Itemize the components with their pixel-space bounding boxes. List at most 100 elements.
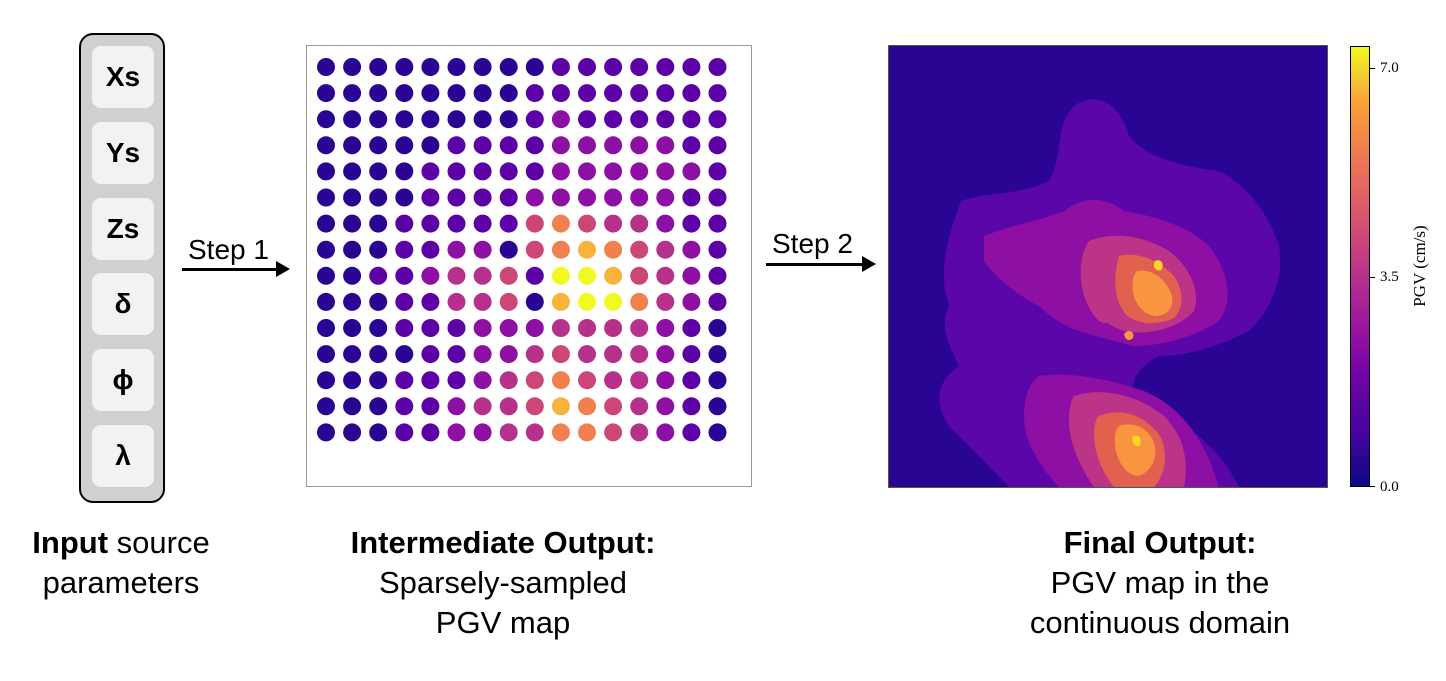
pgv-sample-dot [578,397,596,416]
pgv-sample-dot [604,188,623,207]
param-zs: Zs [92,198,154,260]
pgv-sample-dot [682,110,701,129]
pgv-sample-dot [421,58,440,76]
pgv-sample-dot [630,110,649,129]
pgv-sample-dot [630,58,649,76]
pgv-sample-dot [682,345,701,364]
pgv-sample-dot [682,266,701,285]
pgv-sample-dot [499,371,518,390]
pgv-sample-dot [473,58,492,76]
pgv-sample-dot [447,423,466,442]
colorbar-title: PGV (cm/s) [1410,225,1429,307]
pgv-sample-dot [473,397,492,416]
pgv-sample-dot [656,371,675,390]
final-caption-line2: PGV map in the [1050,565,1270,600]
pgv-sample-dot [630,214,649,233]
pgv-sample-dot [343,136,362,155]
pgv-sample-dot [473,110,492,129]
pgv-sample-dot [604,84,623,103]
pgv-sample-dot [499,84,518,103]
pgv-sample-dot [578,266,596,285]
pgv-sample-dot [525,345,544,364]
pgv-sample-dot [604,214,623,233]
pgv-sample-dot [395,266,414,285]
pgv-sample-dot [604,58,623,76]
pgv-sample-dot [708,188,727,207]
pgv-sample-dot [525,110,544,129]
pgv-sample-dot [369,240,388,259]
pgv-sample-dot [525,58,544,76]
input-caption-line1: Input source [32,523,209,563]
pgv-sample-dot [525,319,544,337]
pgv-sample-dot [551,136,570,155]
pgv-sample-dot [578,136,596,155]
pgv-sample-dot [656,292,675,311]
pgv-sample-dot [499,110,518,129]
pgv-sample-dot [473,292,492,311]
intermediate-caption-line3: PGV map [435,605,571,640]
pgv-sample-dot [682,162,701,181]
pgv-sample-dot [551,84,570,103]
pgv-sample-dot [395,319,414,337]
pgv-sample-dot [551,371,570,390]
pgv-sample-dot [395,214,414,233]
pgv-sample-dot [317,136,335,155]
intermediate-caption-line2: Sparsely-sampled [378,565,628,600]
pgv-sample-dot [630,162,649,181]
pgv-sample-dot [578,84,596,103]
param-ys: Ys [92,122,154,184]
intermediate-caption-title: Intermediate Output: [350,525,656,560]
pgv-sample-dot [421,110,440,129]
pgv-sample-dot [551,162,570,181]
pgv-sample-dot [656,266,675,285]
pgv-sample-dot [551,292,570,311]
pgv-sample-dot [551,319,570,337]
step2-arrow [766,263,864,266]
pgv-sample-dot [604,110,623,129]
pgv-sample-dot [317,110,335,129]
pgv-sample-dot [421,423,440,442]
pgv-sample-dot [317,214,335,233]
pgv-sample-dot [656,345,675,364]
pgv-sample-dot [421,319,440,337]
pgv-sample-dot [473,188,492,207]
pgv-sample-dot [343,371,362,390]
step1-arrow [182,268,278,271]
pgv-sample-dot [395,110,414,129]
pgv-sample-dot [343,110,362,129]
pgv-sample-dot [369,84,388,103]
pgv-sample-dot [525,240,544,259]
pgv-sample-dot [630,240,649,259]
pgv-sample-dot [317,319,335,337]
pgv-sample-dot [656,240,675,259]
pgv-sample-dot [708,292,727,311]
pgv-sample-dot [343,292,362,311]
pgv-sample-dot [473,371,492,390]
pgv-sample-dot [630,397,649,416]
continuous-pgv-map [888,45,1328,488]
pgv-sample-dot [656,84,675,103]
pgv-colorbar [1350,46,1370,487]
pgv-sample-dot [708,162,727,181]
pgv-sample-dot [682,188,701,207]
pgv-sample-dot [447,345,466,364]
pgv-sample-dot [473,136,492,155]
pgv-sample-dot [499,136,518,155]
pgv-sample-dot [499,345,518,364]
pgv-sample-dot [499,58,518,76]
pgv-sample-dot [499,423,518,442]
pgv-sample-dot [473,240,492,259]
pgv-sample-dot [499,292,518,311]
pgv-sample-dot [682,84,701,103]
pgv-sample-dot [656,58,675,76]
pgv-sample-dot [317,266,335,285]
pgv-sample-dot [473,319,492,337]
colorbar-label-mid: 3.5 [1380,269,1399,285]
pgv-sample-dot [343,240,362,259]
pgv-sample-dot [369,345,388,364]
pgv-sample-dot [369,423,388,442]
input-caption-rest: source [108,525,210,560]
pgv-sample-dot [369,188,388,207]
pgv-sample-dot [447,188,466,207]
pgv-sample-dot [525,84,544,103]
